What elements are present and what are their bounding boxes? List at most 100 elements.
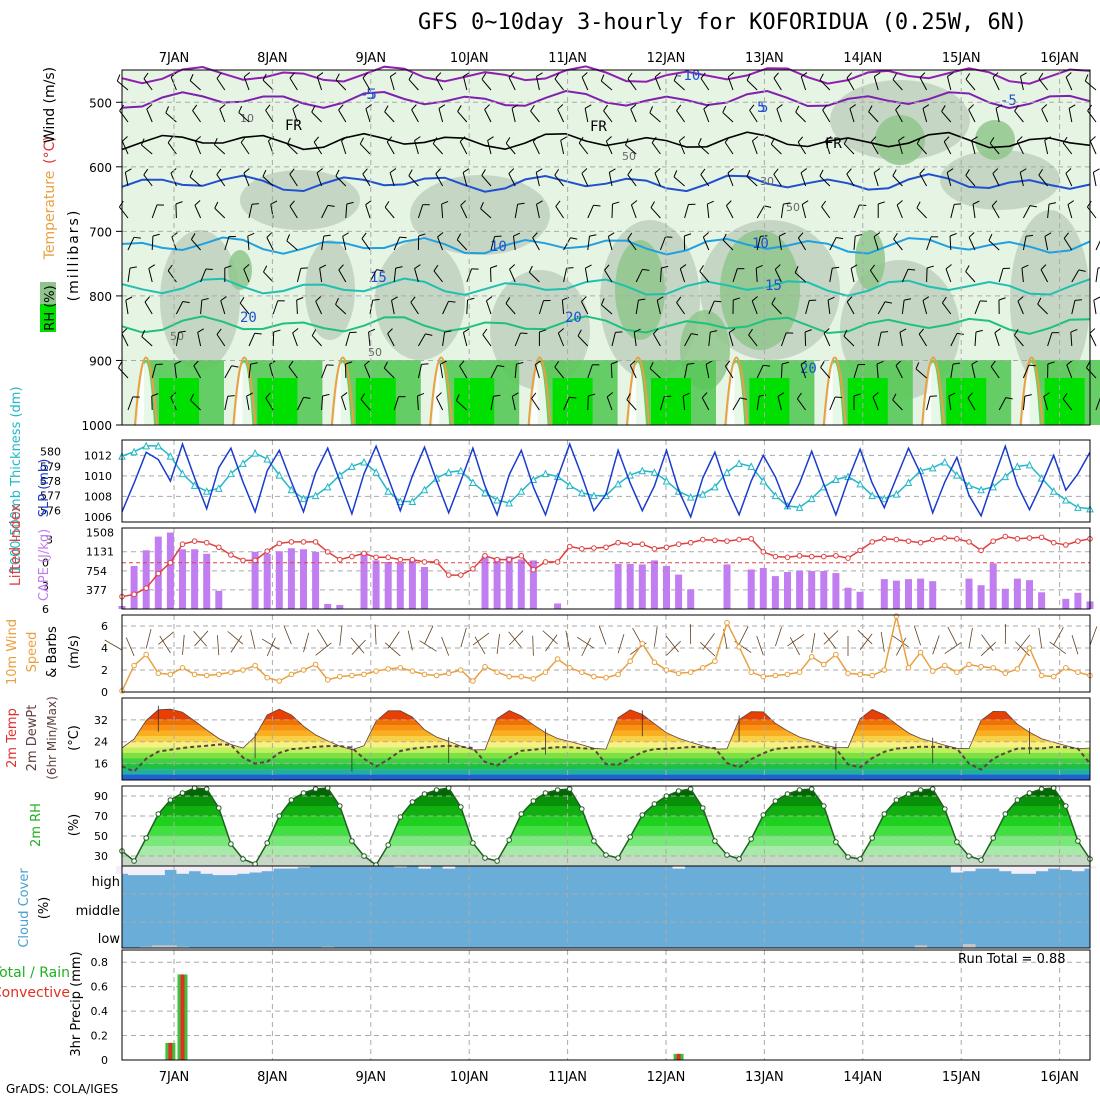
- cloud-high-bar: [225, 866, 238, 875]
- wind-speed-point: [301, 668, 306, 673]
- y-tick-label-1000: 1000: [81, 419, 112, 433]
- barb-feather: [117, 75, 120, 81]
- rh-contour-label-5: 50: [368, 346, 382, 359]
- rh-region-bright-5: [651, 378, 691, 425]
- rh-point: [386, 843, 391, 848]
- date-label-bottom-10jan: 10JAN: [450, 1070, 489, 1085]
- rh-point: [362, 854, 367, 859]
- surface-wind-barb: [914, 626, 920, 645]
- rh-band-4: [122, 816, 1090, 826]
- lifted-index-point: [410, 557, 415, 562]
- surface-wind-barb: [948, 627, 957, 645]
- rh-point: [519, 812, 524, 817]
- cape-bar: [131, 566, 138, 609]
- precip-legend-convective: Convective: [0, 985, 70, 1001]
- wind-speed-point: [1027, 646, 1032, 651]
- cape-bar: [990, 563, 997, 609]
- cape-bar: [832, 573, 839, 609]
- cape-bar: [917, 579, 924, 609]
- rh-point: [773, 799, 778, 804]
- rh-point: [628, 835, 633, 840]
- cape-bar: [893, 581, 900, 609]
- rh-point: [483, 856, 488, 861]
- cloud-row-label-high: high: [92, 875, 120, 890]
- rh-point: [616, 856, 621, 861]
- rh-point: [822, 804, 827, 809]
- surface-wind-barb: [317, 629, 327, 646]
- rh-point: [676, 789, 681, 794]
- lifted-index-point: [132, 592, 137, 597]
- temp-ylabel-line2: 2m DewPt: [25, 705, 40, 772]
- surface-wind-barb: [194, 631, 207, 646]
- surface-wind-barb: [933, 635, 940, 654]
- wind-speed-point: [1076, 670, 1081, 675]
- rh-region-bright-4: [553, 378, 593, 425]
- y-tick-label-600: 600: [89, 161, 112, 175]
- precip-convective-bar: [181, 974, 185, 1060]
- lifted-index-point: [592, 546, 597, 551]
- barb-feather: [1090, 329, 1095, 334]
- rh-point: [229, 842, 234, 847]
- cape-bar: [845, 588, 852, 609]
- barb-feather: [760, 236, 767, 237]
- rh-point: [217, 806, 222, 811]
- wind-speed-point: [725, 620, 730, 625]
- rh-point: [459, 805, 464, 810]
- lifted-index-point: [991, 539, 996, 544]
- rh-tick-label-90: 90: [94, 790, 108, 803]
- profile-ylabel-millibars: (millibars): [66, 209, 82, 302]
- surface-wind-barb: [231, 636, 242, 653]
- date-label-bottom-8jan: 8JAN: [257, 1070, 288, 1085]
- lifted-index-point: [459, 573, 464, 578]
- precip-tick-label-0.4: 0.4: [91, 1005, 109, 1018]
- surface-wind-barb: [408, 631, 412, 651]
- rh-point: [1015, 798, 1020, 803]
- rh-point: [967, 854, 972, 859]
- lifted-index-ylabel: Lifted Index: [8, 504, 24, 586]
- wind-speed-point: [967, 662, 972, 667]
- lifted-index-point: [277, 541, 282, 546]
- lifted-index-point: [652, 547, 657, 552]
- precip-tick-label-0.8: 0.8: [91, 956, 109, 969]
- temp-band-10: [122, 720, 1090, 725]
- lifted-index-point: [338, 557, 343, 562]
- wind-speed-point: [1039, 673, 1044, 678]
- lifted-index-point: [640, 542, 645, 547]
- lifted-index-point: [265, 549, 270, 554]
- lifted-index-point: [1051, 540, 1056, 545]
- wind-speed-point: [785, 672, 790, 677]
- slp-ylabel: SLP (mb): [37, 459, 52, 518]
- barb-feather: [118, 362, 121, 368]
- rh-tick-label-30: 30: [94, 850, 108, 863]
- lifted-index-point: [676, 542, 681, 547]
- rh-band-3: [122, 826, 1090, 836]
- lifted-index-point: [809, 554, 814, 559]
- rh-point: [991, 836, 996, 841]
- wind-speed-point: [809, 655, 814, 660]
- rh-tick-label-50: 50: [94, 830, 108, 843]
- temp-band-8: [122, 731, 1090, 736]
- lifted-index-point: [967, 540, 972, 545]
- rh-point: [350, 839, 355, 844]
- lifted-index-point: [180, 542, 185, 547]
- wind-speed-point: [531, 677, 536, 682]
- lifted-index-point: [773, 554, 778, 559]
- lifted-index-point: [229, 553, 234, 558]
- lifted-index-point: [241, 558, 246, 563]
- cape-tick-label-1508: 1508: [86, 527, 114, 540]
- lifted-index-point: [701, 537, 706, 542]
- surface-wind-barb: [340, 626, 342, 646]
- surface-wind-barb: [945, 642, 962, 653]
- wind-speed-point: [955, 670, 960, 675]
- cloud-high-bar: [261, 866, 274, 871]
- lifted-index-point: [943, 536, 948, 541]
- temp-tick-label-24: 24: [94, 736, 108, 749]
- cloud-high-bar: [140, 866, 153, 875]
- date-label-bottom-11jan: 11JAN: [548, 1070, 587, 1085]
- lifted-index-point: [374, 555, 379, 560]
- surface-wind-barb: [618, 634, 624, 653]
- cape-bar: [675, 575, 682, 609]
- lifted-index-point: [616, 540, 621, 545]
- lifted-index-point: [725, 539, 730, 544]
- surface-wind-barb: [251, 630, 255, 649]
